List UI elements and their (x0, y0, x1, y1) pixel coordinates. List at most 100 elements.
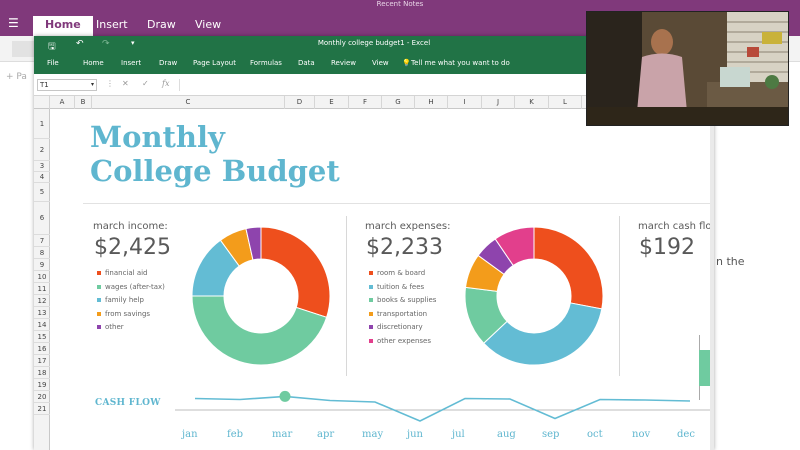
income-donut-chart[interactable] (191, 226, 331, 366)
row-header[interactable]: 6 (34, 202, 50, 235)
chevron-down-icon[interactable]: ▾ (90, 81, 94, 88)
onenote-tab-home[interactable]: Home (33, 16, 93, 36)
column-header[interactable]: A (50, 96, 75, 109)
menu-file[interactable]: File (47, 59, 59, 67)
column-header[interactable]: I (448, 96, 482, 109)
month-label: jul (452, 429, 465, 440)
excel-title-bar: 🖫 ↶ ↷ ▾ Monthly college budget1 - Excel (34, 36, 714, 54)
row-header[interactable]: 12 (34, 295, 50, 307)
column-header[interactable]: E (315, 96, 349, 109)
row-header[interactable]: 19 (34, 379, 50, 391)
row-header[interactable]: 4 (34, 172, 50, 183)
formula-input[interactable] (179, 79, 709, 91)
menu-draw[interactable]: Draw (159, 59, 178, 67)
row-header[interactable]: 5 (34, 183, 50, 202)
excel-document-title: Monthly college budget1 - Excel (317, 39, 431, 47)
row-header[interactable]: 11 (34, 283, 50, 295)
legend-item: wages (after-tax) (97, 281, 165, 295)
row-header[interactable]: 18 (34, 367, 50, 379)
save-icon[interactable]: 🖫 (48, 42, 56, 52)
row-header[interactable]: 9 (34, 259, 50, 271)
title-line-1: Monthly (90, 120, 225, 154)
column-header[interactable]: L (549, 96, 582, 109)
title-line-2: College Budget (90, 154, 340, 188)
legend-item: room & board (369, 267, 436, 281)
column-header[interactable]: F (349, 96, 382, 109)
cashflow-summary-label: march cash flow (638, 221, 714, 232)
expenses-donut-chart[interactable] (464, 226, 604, 366)
menu-home[interactable]: Home (83, 59, 104, 67)
legend-label: financial aid (105, 269, 148, 277)
donut-slice[interactable] (260, 226, 331, 318)
column-header[interactable]: H (415, 96, 448, 109)
row-header[interactable]: 21 (34, 403, 50, 415)
row-header[interactable]: 20 (34, 391, 50, 403)
month-label: nov (632, 429, 651, 440)
lightbulb-icon: 💡 (402, 59, 411, 67)
name-box[interactable]: T1 ▾ (37, 79, 97, 91)
menu-formulas[interactable]: Formulas (250, 59, 282, 67)
formula-bar: T1 ▾ ⋮ ✕ ✓ fx (34, 74, 714, 96)
row-header[interactable]: 8 (34, 247, 50, 259)
onenote-tab-insert[interactable]: Insert (96, 18, 128, 31)
excel-window: 🖫 ↶ ↷ ▾ Monthly college budget1 - Excel … (34, 36, 714, 450)
legend-label: other expenses (377, 336, 431, 345)
legend-item: financial aid (97, 267, 165, 281)
menu-page-layout[interactable]: Page Layout (193, 59, 236, 67)
undo-icon[interactable]: ↶ (76, 39, 84, 49)
donut-slice[interactable] (245, 226, 262, 261)
row-header[interactable]: 13 (34, 307, 50, 319)
tell-me-search[interactable]: Tell me what you want to do (411, 59, 510, 67)
donut-slice[interactable] (482, 302, 603, 366)
row-header[interactable]: 16 (34, 343, 50, 355)
more-icon: ⋮ (106, 79, 114, 88)
legend-label: family help (105, 296, 144, 304)
month-label: sep (542, 429, 560, 440)
legend-item: tuition & fees (369, 281, 436, 295)
column-header[interactable]: K (515, 96, 549, 109)
column-header[interactable]: B (75, 96, 92, 109)
column-header[interactable]: C (92, 96, 285, 109)
select-all-corner[interactable] (34, 96, 50, 109)
vertical-scrollbar[interactable] (710, 109, 714, 450)
menu-view[interactable]: View (372, 59, 389, 67)
menu-data[interactable]: Data (298, 59, 315, 67)
row-header[interactable]: 7 (34, 235, 50, 247)
cashflow-chart-title: CASH FLOW (95, 398, 161, 408)
worksheet: A B C D E F G H I J K L 1 2 3 4 5 6 7 8 9 10 11 12 1… (34, 96, 714, 450)
onenote-page-text: n the (716, 255, 745, 268)
menu-review[interactable]: Review (331, 59, 356, 67)
onenote-tab-view[interactable]: View (195, 18, 222, 31)
add-page-button[interactable]: + Pa (6, 72, 27, 82)
enter-icon[interactable]: ✓ (142, 79, 149, 88)
row-header[interactable]: 10 (34, 271, 50, 283)
row-header[interactable]: 1 (34, 109, 50, 139)
donut-slice[interactable] (191, 295, 328, 366)
onenote-toolbar-button[interactable] (12, 41, 34, 57)
row-header[interactable]: 17 (34, 355, 50, 367)
cashflow-line-chart[interactable] (175, 386, 710, 426)
video-overlay[interactable] (586, 11, 789, 126)
legend-item: transportation (369, 308, 436, 322)
row-header[interactable]: 3 (34, 161, 50, 172)
row-header[interactable]: 14 (34, 319, 50, 331)
page-title: Monthly College Budget (90, 120, 340, 188)
customize-qat-icon[interactable]: ▾ (131, 39, 135, 47)
column-header[interactable]: J (482, 96, 515, 109)
menu-insert[interactable]: Insert (121, 59, 142, 67)
row-header[interactable]: 15 (34, 331, 50, 343)
donut-slice[interactable] (533, 226, 604, 310)
donut-slice[interactable] (494, 226, 535, 267)
row-header[interactable]: 2 (34, 139, 50, 161)
cancel-icon[interactable]: ✕ (122, 79, 129, 88)
budget-sheet-canvas: Monthly College Budget march income: $2,… (51, 110, 714, 450)
redo-icon[interactable]: ↷ (102, 39, 110, 49)
onenote-tab-draw[interactable]: Draw (147, 18, 176, 31)
cashflow-highlight-point[interactable] (279, 390, 291, 402)
column-header[interactable]: D (285, 96, 315, 109)
hamburger-menu-icon[interactable]: ☰ (8, 16, 19, 30)
column-header[interactable]: G (382, 96, 415, 109)
legend-label: transportation (377, 309, 428, 318)
insert-function-icon[interactable]: fx (162, 79, 170, 88)
